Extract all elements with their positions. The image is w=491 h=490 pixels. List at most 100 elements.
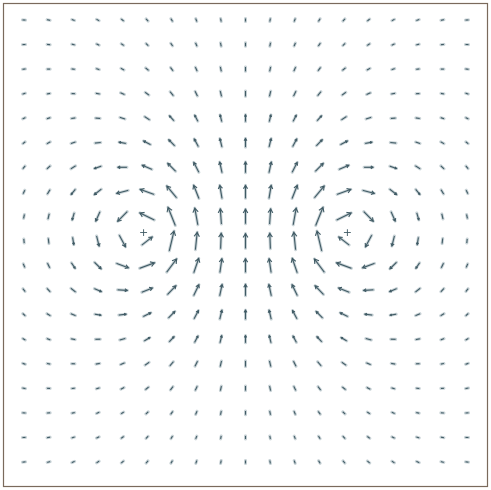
field-arrow-shaft (194, 335, 199, 343)
field-arrow-shaft (269, 435, 271, 440)
field-arrow-head (168, 139, 172, 143)
field-arrow-shaft (440, 436, 444, 439)
field-arrow-shaft (46, 165, 51, 170)
field-arrow (439, 91, 446, 96)
field-arrow (268, 434, 272, 441)
field-arrow-head (243, 160, 248, 165)
field-arrow-head (361, 264, 367, 270)
field-arrow-shaft (120, 436, 124, 439)
field-arrow (267, 137, 273, 149)
field-arrow-shaft (219, 335, 223, 343)
field-arrow (316, 360, 323, 368)
field-arrow (93, 164, 103, 170)
field-arrow-shaft (71, 338, 76, 341)
field-arrow (144, 434, 150, 440)
field-arrow-shaft (291, 258, 298, 273)
field-arrow (93, 260, 103, 271)
field-arrow-shaft (391, 18, 395, 22)
field-arrow-shaft (316, 139, 323, 147)
field-arrow-shaft (440, 141, 445, 145)
field-arrow-head (192, 207, 199, 213)
field-arrow-head (166, 206, 173, 213)
field-arrow (316, 66, 322, 73)
field-arrow-head (389, 265, 393, 270)
field-arrow-shaft (391, 387, 395, 390)
vortex-center-marker: + (139, 226, 148, 239)
field-arrow-shaft (440, 189, 445, 195)
field-arrow-shaft (145, 67, 149, 71)
field-arrow-head (294, 114, 297, 118)
field-arrow (218, 113, 224, 123)
field-arrow (464, 188, 470, 196)
field-arrow-shaft (465, 117, 469, 120)
field-arrow (69, 187, 77, 196)
field-arrow (46, 261, 52, 270)
field-arrow-shaft (219, 258, 223, 273)
field-arrow (194, 17, 199, 23)
field-arrow-shaft (167, 163, 176, 172)
field-arrow (365, 386, 372, 391)
field-arrow-shaft (47, 238, 50, 244)
field-arrow (243, 334, 248, 345)
field-arrow-head (267, 309, 272, 313)
field-arrow (464, 312, 470, 318)
field-arrow-shaft (338, 236, 350, 246)
field-arrow (242, 232, 249, 250)
field-arrow-shaft (440, 338, 445, 341)
field-arrow (69, 312, 77, 318)
field-arrow (94, 91, 102, 96)
field-arrow (21, 140, 27, 146)
field-arrow-shaft (269, 460, 271, 464)
field-arrow-shaft (167, 207, 176, 226)
field-arrow-head (268, 184, 274, 190)
field-arrow (339, 336, 349, 343)
field-arrow (340, 385, 347, 392)
field-arrow (218, 359, 223, 368)
field-arrow (193, 359, 199, 368)
field-arrow-head (370, 165, 374, 170)
field-arrow-head (117, 165, 121, 170)
field-arrow (194, 409, 199, 416)
field-arrow (45, 164, 52, 171)
field-arrow (337, 235, 351, 247)
field-arrow-shaft (220, 18, 222, 22)
field-arrow-shaft (441, 213, 444, 220)
field-arrow-shaft (169, 91, 174, 96)
field-arrow (45, 287, 52, 294)
field-arrow-head (193, 231, 200, 238)
field-arrow-shaft (22, 313, 26, 317)
field-arrow-head (339, 311, 343, 316)
field-arrow (193, 230, 200, 252)
field-arrow-head (267, 232, 273, 238)
field-arrow-shaft (316, 336, 323, 343)
field-arrow-shaft (140, 188, 155, 195)
field-arrow (192, 206, 200, 227)
field-arrow-head (168, 115, 172, 118)
field-arrow-shaft (193, 185, 200, 199)
field-arrow-shaft (390, 141, 397, 144)
field-arrow (317, 17, 322, 23)
field-arrow-shaft (391, 460, 395, 464)
field-arrow-shaft (120, 67, 125, 71)
field-arrow-shaft (219, 208, 222, 225)
field-arrow (165, 257, 179, 274)
field-arrow (193, 89, 199, 98)
field-arrow-head (93, 166, 97, 170)
field-arrow-shaft (389, 188, 397, 196)
field-arrow (95, 234, 101, 248)
field-arrow-head (71, 217, 75, 221)
field-arrow (218, 283, 224, 298)
field-arrow (439, 312, 446, 318)
field-arrow (116, 210, 129, 223)
field-arrow (94, 210, 102, 223)
field-arrow (363, 140, 374, 145)
field-arrow-shaft (145, 411, 149, 415)
field-arrow-shaft (47, 213, 50, 220)
field-arrow-shaft (118, 313, 127, 316)
field-arrow-head (294, 161, 299, 166)
field-arrow (69, 164, 78, 171)
field-arrow-shaft (195, 18, 198, 22)
field-arrow-shaft (340, 140, 348, 146)
field-arrow-shaft (23, 214, 25, 219)
field-arrow-head (148, 286, 154, 292)
